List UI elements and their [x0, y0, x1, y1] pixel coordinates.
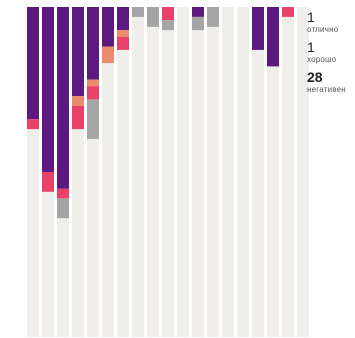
bar-segment-neutral-8: [132, 7, 144, 17]
legend-label-excellent: отлично: [307, 25, 339, 34]
bar-segment-negative-1: [27, 119, 39, 130]
bar-segment-negative-5: [87, 86, 99, 100]
bar-track-19: [297, 7, 309, 337]
bar-segment-neutral-3: [57, 198, 69, 219]
legend-label-good: хорошо: [307, 55, 337, 64]
legend-item-excellent: 1 отлично: [307, 10, 355, 35]
legend-count-excellent: 1: [307, 9, 315, 25]
bar-track-11: [177, 7, 189, 337]
bar-segment-excellent-12: [192, 7, 204, 17]
bar-track-6: [102, 7, 114, 337]
legend-item-negative: 28 негативен: [307, 70, 355, 95]
bar-segment-negative-4: [72, 106, 84, 130]
bar-segment-excellent-2: [42, 7, 54, 172]
bar-segment-excellent-16: [252, 7, 264, 50]
bar-segment-excellent-7: [117, 7, 129, 31]
bar-segment-neutral-9: [147, 7, 159, 27]
bar-segment-negative-3: [57, 188, 69, 199]
bar-track-12: [192, 7, 204, 337]
bar-segment-excellent-4: [72, 7, 84, 97]
bar-track-8: [132, 7, 144, 337]
legend: 1 отлично 1 хорошо 28 негативен: [307, 10, 355, 100]
bar-track-16: [252, 7, 264, 337]
bar-segment-neutral-12: [192, 16, 204, 31]
bar-segment-negative-10: [162, 7, 174, 21]
bar-segment-neutral-10: [162, 20, 174, 31]
bar-segment-excellent-1: [27, 7, 39, 120]
legend-count-good: 1: [307, 39, 315, 55]
bar-segment-good-4: [72, 96, 84, 106]
bar-track-15: [237, 7, 249, 337]
legend-item-good: 1 хорошо: [307, 40, 355, 65]
bar-track-7: [117, 7, 129, 337]
bar-segment-good-6: [102, 46, 114, 64]
bar-segment-negative-18: [282, 7, 294, 17]
bar-segment-good-7: [117, 30, 129, 37]
legend-label-negative: негативен: [307, 85, 346, 94]
bar-segment-good-5: [87, 79, 99, 87]
bar-segment-negative-7: [117, 36, 129, 50]
bar-segment-neutral-5: [87, 99, 99, 139]
legend-count-negative: 28: [307, 69, 323, 85]
bar-track-14: [222, 7, 234, 337]
bar-segment-excellent-3: [57, 7, 69, 189]
bar-track-18: [282, 7, 294, 337]
bar-segment-neutral-13: [207, 7, 219, 27]
bar-track-13: [207, 7, 219, 337]
bar-track-17: [267, 7, 279, 337]
bar-segment-excellent-5: [87, 7, 99, 80]
bar-track-10: [162, 7, 174, 337]
bar-segment-negative-2: [42, 172, 54, 192]
bar-track-9: [147, 7, 159, 337]
bar-segment-excellent-17: [267, 7, 279, 67]
bar-segment-excellent-6: [102, 7, 114, 47]
